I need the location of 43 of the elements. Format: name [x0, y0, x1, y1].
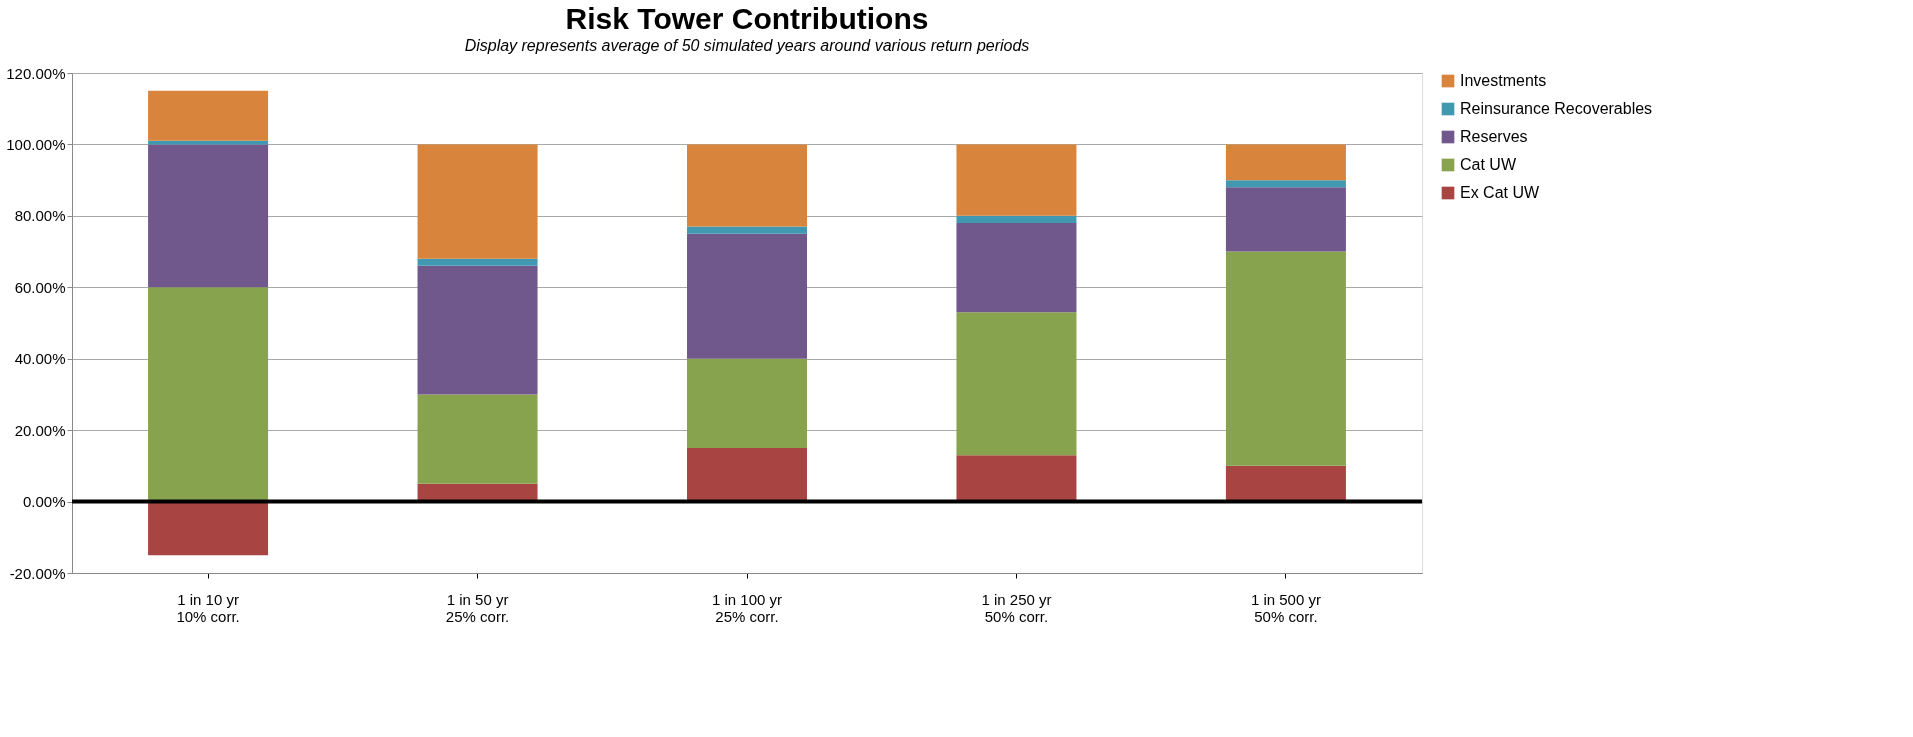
bar [148, 90, 269, 141]
bar [687, 144, 807, 227]
bar [687, 358, 807, 448]
bar [956, 223, 1077, 313]
bar [687, 233, 807, 359]
bar [417, 144, 538, 259]
y-tick-label: 120.00% [6, 64, 66, 82]
bar [956, 144, 1077, 216]
x-tick-label: 1 in 100 yr 25% corr. [711, 590, 783, 625]
legend-label: Ex Cat UW [1460, 184, 1541, 201]
bar [687, 226, 807, 234]
bar [1225, 465, 1346, 502]
bar [417, 394, 538, 484]
bar [1225, 144, 1346, 181]
chart-subtitle: Display represents average of 50 simulated years around various return periods [464, 37, 1030, 54]
legend-label: Reinsurance Recoverables [1460, 100, 1653, 117]
chart-title: Risk Tower Contributions [565, 2, 929, 35]
y-tick-label: -20.00% [9, 564, 66, 582]
bar [956, 312, 1077, 456]
bar [1225, 187, 1346, 252]
y-tick-label: 40.00% [14, 350, 66, 368]
bar [687, 448, 807, 502]
x-tick-label: 1 in 250 yr 50% corr. [981, 590, 1052, 625]
x-tick-label: 1 in 500 yr 50% corr. [1250, 590, 1321, 625]
x-tick-label: 1 in 50 yr 25% corr. [445, 590, 510, 625]
y-tick-label: 60.00% [14, 278, 66, 296]
bar [956, 455, 1077, 502]
bar [148, 501, 269, 556]
legend-label: Investments [1460, 72, 1547, 89]
y-tick-label: 100.00% [6, 135, 66, 153]
legend-label: Cat UW [1460, 156, 1517, 173]
x-tick-label: 1 in 10 yr 10% corr. [176, 590, 240, 625]
bar [417, 258, 538, 266]
bar [1225, 251, 1346, 466]
bar [1225, 180, 1346, 188]
y-tick-label: 20.00% [14, 421, 66, 439]
bar [956, 215, 1077, 223]
bar [417, 265, 538, 395]
bar [148, 144, 269, 288]
y-tick-label: 80.00% [14, 207, 66, 225]
y-tick-label: 0.00% [22, 493, 66, 511]
legend-label: Reserves [1460, 128, 1528, 145]
bar [148, 287, 269, 502]
